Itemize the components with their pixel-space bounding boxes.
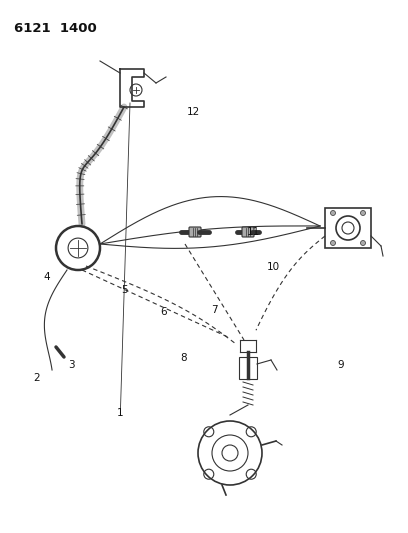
- Circle shape: [361, 240, 366, 246]
- Bar: [239, 357, 257, 379]
- Text: 9: 9: [337, 360, 344, 370]
- Text: 6121  1400: 6121 1400: [14, 22, 97, 35]
- Text: 11: 11: [246, 227, 259, 237]
- Circle shape: [330, 240, 335, 246]
- Text: 10: 10: [267, 262, 280, 271]
- Circle shape: [361, 211, 366, 215]
- Text: 1: 1: [117, 408, 124, 418]
- Text: 5: 5: [121, 286, 128, 295]
- FancyBboxPatch shape: [242, 227, 254, 237]
- Circle shape: [330, 211, 335, 215]
- Text: 2: 2: [33, 374, 40, 383]
- Text: 8: 8: [180, 353, 187, 363]
- FancyBboxPatch shape: [189, 227, 201, 237]
- Text: 12: 12: [187, 107, 200, 117]
- Text: 3: 3: [68, 360, 75, 370]
- Text: 4: 4: [44, 272, 50, 282]
- Text: 6: 6: [160, 307, 166, 317]
- Text: 7: 7: [211, 305, 217, 315]
